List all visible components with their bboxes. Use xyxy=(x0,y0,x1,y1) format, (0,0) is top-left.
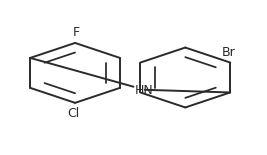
Text: HN: HN xyxy=(135,84,154,97)
Text: Cl: Cl xyxy=(67,107,79,120)
Text: F: F xyxy=(73,26,80,39)
Text: Br: Br xyxy=(222,46,236,59)
